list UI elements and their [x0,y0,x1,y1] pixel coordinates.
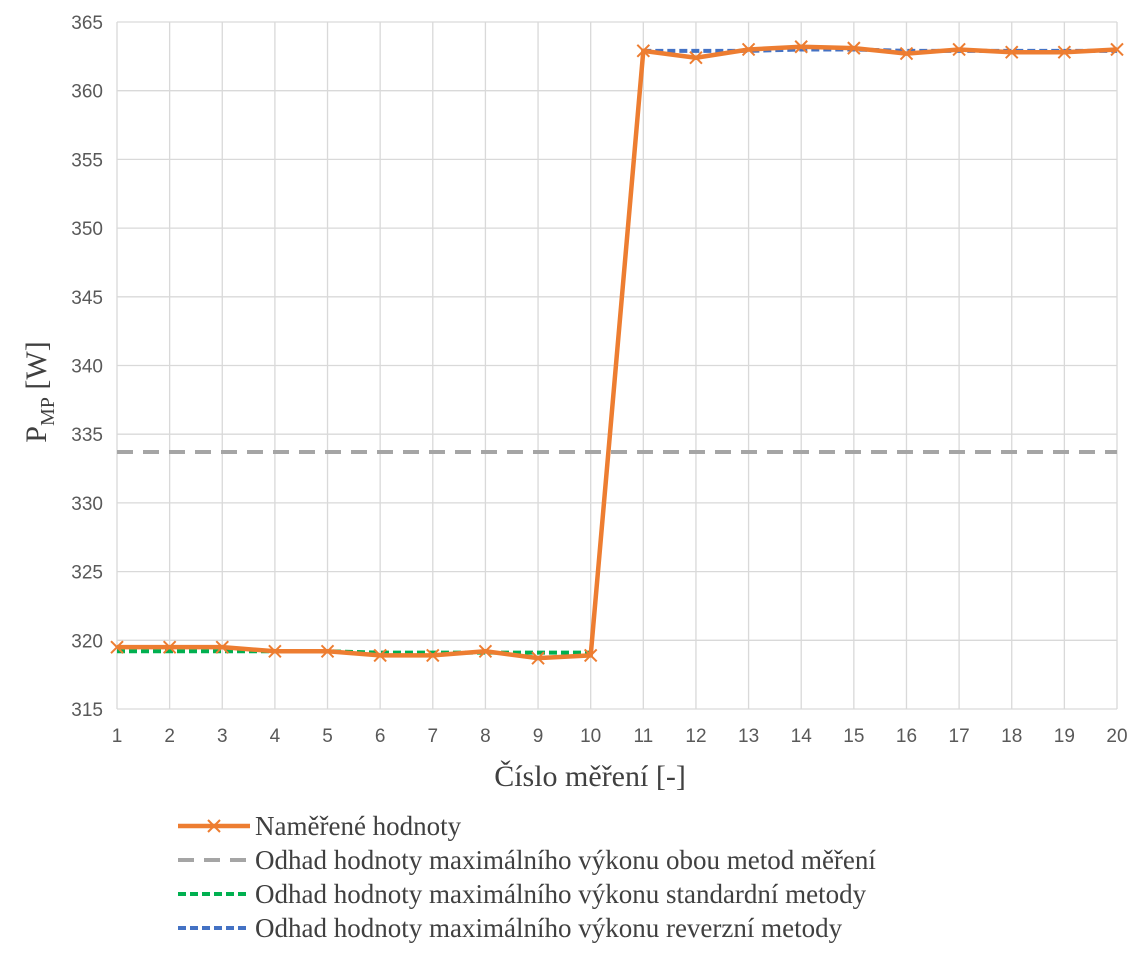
grid-lines [116,21,1118,710]
data-point-marker [215,640,229,654]
x-tick-label: 15 [843,726,864,747]
x-tick-label: 6 [375,726,386,747]
x-tick-label: 10 [580,726,601,747]
data-point-marker [110,640,124,654]
data-point-marker [1005,45,1019,59]
y-axis-title-unit: [W] [20,341,53,397]
x-tick-label: 3 [217,726,228,747]
y-tick-label: 320 [71,631,103,652]
y-tick-label: 335 [71,425,103,446]
y-axis-ticks: 315 320 325 330 335 340 345 350 355 360 365 [71,13,103,721]
x-tick-label: 20 [1106,726,1127,747]
x-tick-label: 11 [633,726,653,747]
y-tick-label: 340 [71,357,103,378]
x-tick-label: 17 [949,726,970,747]
series-lines [110,40,1124,665]
data-point-marker [1057,45,1072,59]
x-axis-title: Číslo měření [-] [494,760,686,793]
y-tick-label: 330 [71,494,103,515]
x-tick-label: 5 [322,726,333,747]
x-tick-label: 1 [112,726,123,747]
y-axis-title-main: P [20,426,53,443]
x-tick-label: 19 [1054,726,1075,747]
data-point-marker [426,648,440,663]
data-point-marker [583,648,598,663]
y-tick-label: 325 [71,563,103,584]
data-point-marker [689,51,703,65]
data-point-marker [741,42,756,57]
x-tick-label: 2 [164,726,175,747]
legend-item: Odhad hodnoty maximálního výkonu reverzn… [178,913,843,943]
x-tick-label: 16 [896,726,917,747]
legend-item: Odhad hodnoty maximálního výkonu obou me… [178,845,876,875]
data-point-marker [320,644,335,658]
y-tick-label: 355 [71,150,103,171]
y-tick-label: 345 [71,288,103,309]
x-axis-ticks: 1 2 3 4 5 6 7 8 9 10 11 12 13 14 15 16 17 18 19 20 [112,726,1128,747]
data-point-marker [847,41,861,55]
x-tick-label: 8 [480,726,491,747]
data-point-marker [531,651,545,665]
x-tick-label: 14 [791,726,813,747]
data-point-marker [636,44,651,58]
x-tick-label: 9 [533,726,544,747]
y-tick-label: 350 [71,219,103,240]
data-point-marker [373,648,387,663]
legend-label: Odhad hodnoty maximálního výkonu obou me… [255,845,876,875]
data-point-marker [794,40,808,54]
y-tick-label: 315 [71,700,103,721]
legend-item: Odhad hodnoty maximálního výkonu standar… [178,879,867,909]
data-point-marker [1110,42,1124,57]
legend-label: Odhad hodnoty maximálního výkonu standar… [255,879,867,909]
series-line [117,44,1118,661]
x-tick-label: 13 [738,726,759,747]
data-point-marker [899,46,914,61]
legend-label: Naměřené hodnoty [255,811,462,841]
x-tick-label: 18 [1001,726,1022,747]
series-line [117,649,591,655]
x-tick-label: 12 [685,726,706,747]
data-point-marker [268,644,282,658]
y-tick-label: 365 [71,13,103,34]
data-point-marker [478,644,493,658]
y-axis-title-subscript: MP [37,397,59,426]
data-point-marker [952,42,966,57]
legend-item: Naměřené hodnoty [178,811,462,841]
x-tick-label: 7 [428,726,439,747]
series-line [643,47,1117,53]
legend: Naměřené hodnoty Odhad hodnoty maximálníh… [178,811,876,943]
y-tick-label: 360 [71,82,103,103]
data-point-marker [162,640,177,654]
y-axis-title: PMP [W] [20,341,59,442]
legend-label: Odhad hodnoty maximálního výkonu reverzn… [255,913,843,943]
x-tick-label: 4 [270,726,281,747]
